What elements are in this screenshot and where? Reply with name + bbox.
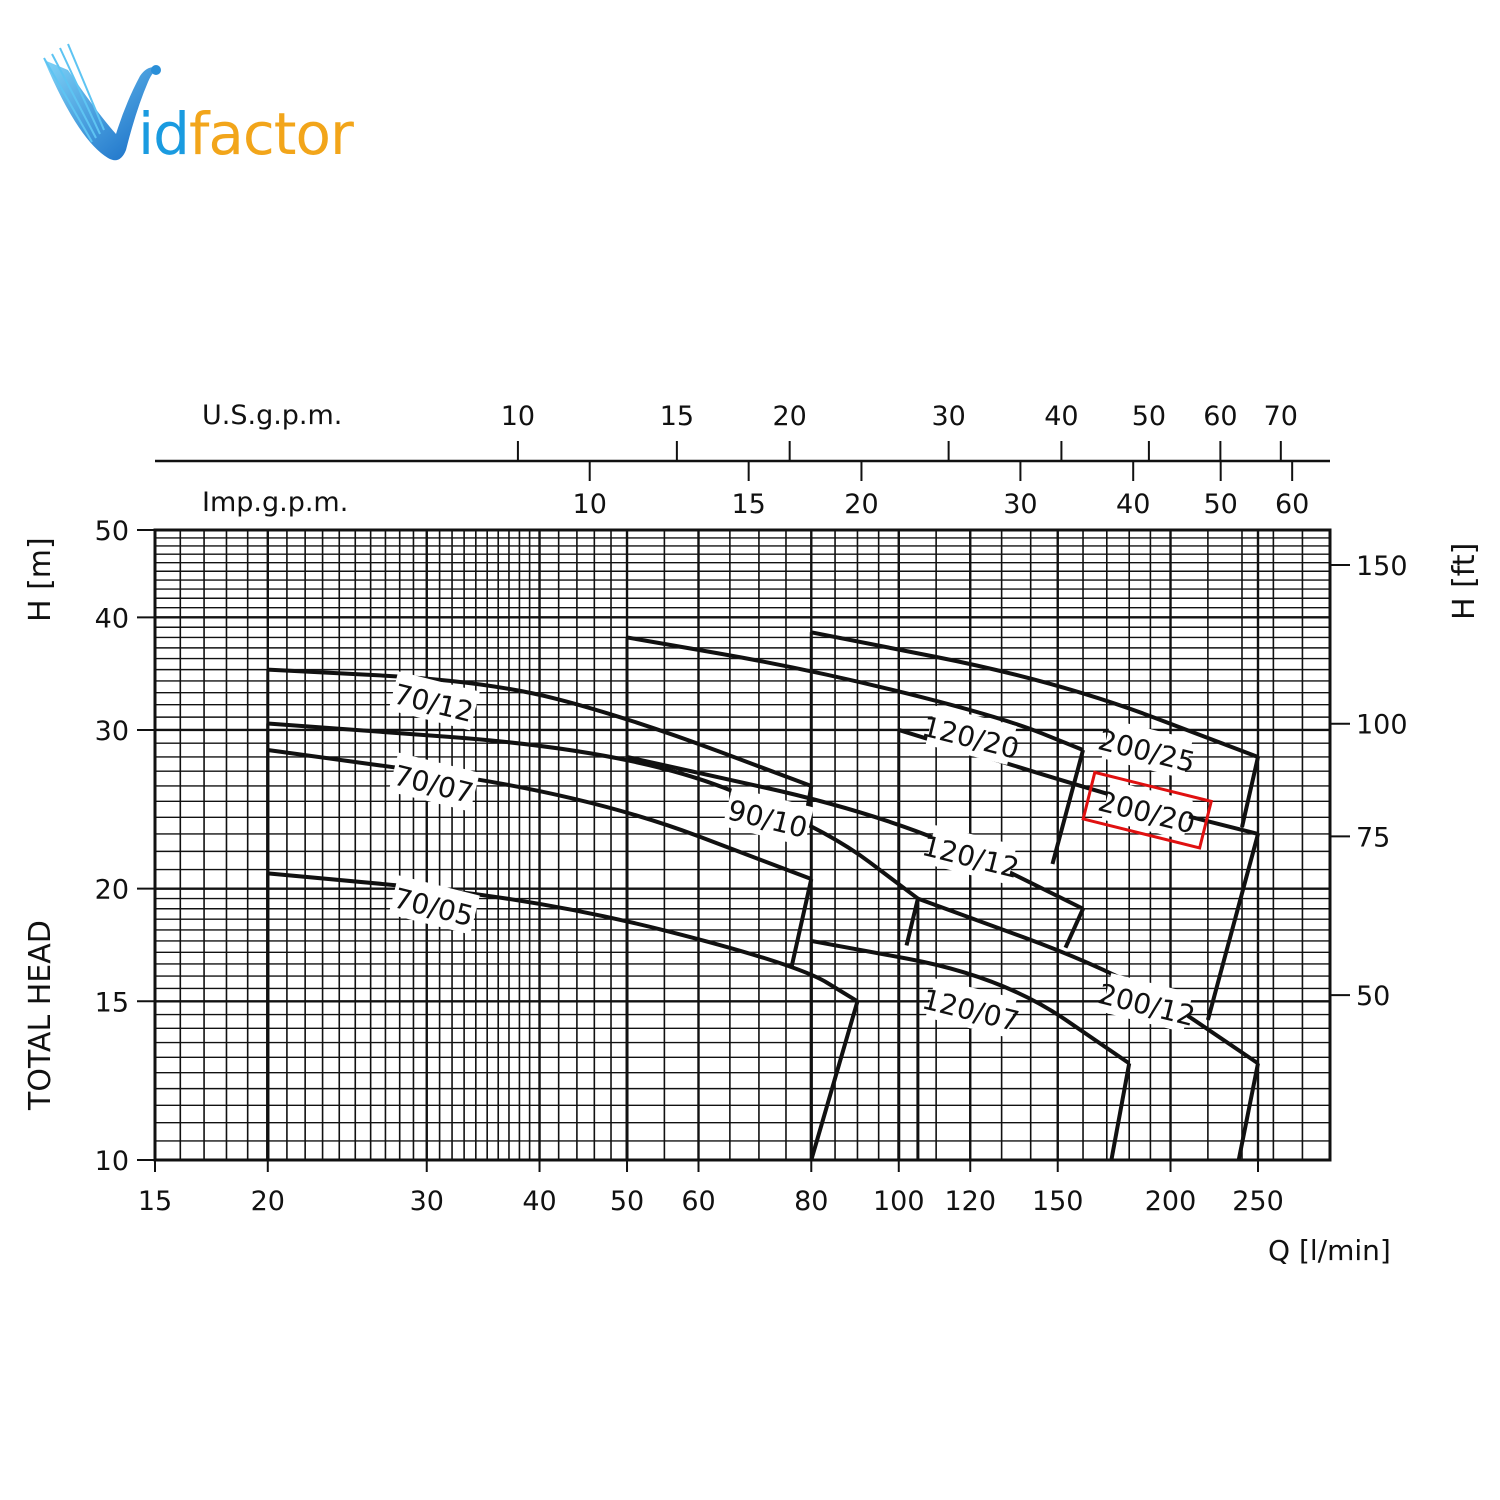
y-tick-label: 15 (95, 987, 129, 1018)
y-tick-label: 30 (95, 716, 129, 747)
highlight-box (1081, 770, 1214, 850)
usgpm-tick-label: 15 (660, 401, 694, 432)
y-tick-label: 20 (95, 875, 129, 906)
curve-label-bg (925, 978, 1017, 1038)
chart-axes: 15 20 30 40 50 60 80 100 120 150 200 250 10 15 20 30 40 5… (95, 401, 1408, 1217)
logo-text-factor: factor (188, 100, 354, 168)
x-tick-label: 250 (1232, 1186, 1284, 1217)
curve-limit-200-20 (1205, 833, 1260, 1021)
curve-label-bg (388, 875, 480, 935)
impgpm-tick-label: 20 (844, 489, 878, 520)
usgpm-tick-label: 70 (1264, 401, 1298, 432)
curve-label-bg (1101, 719, 1193, 779)
impgpm-tick-label: 30 (1003, 489, 1037, 520)
top-axis-usgpm-label: U.S.g.p.m. (202, 400, 342, 431)
curve-label-bg (925, 705, 1017, 765)
logo-text: idfactor (138, 100, 354, 168)
curve-limit-200-12 (1236, 1062, 1260, 1161)
curve-limit-120-07 (1109, 1063, 1132, 1161)
curve-120-20 (626, 635, 1084, 752)
y-right-tick-label: 50 (1356, 981, 1390, 1012)
curve-label-bg (722, 787, 814, 847)
curve-200-25 (810, 630, 1259, 759)
y-tick-label: 40 (95, 603, 129, 634)
vidfactor-logo (43, 43, 161, 161)
x-tick-label: 30 (410, 1186, 444, 1217)
plot-frame (153, 528, 1332, 1162)
chart-grid (153, 528, 1331, 1162)
curve-limit-90-10 (904, 898, 920, 946)
curve-labels: 70/0570/0770/1290/10120/07120/12120/2020… (388, 671, 1214, 1038)
x-tick-label: 20 (251, 1186, 285, 1217)
x-tick-label: 100 (873, 1186, 925, 1217)
x-tick-label: 150 (1032, 1186, 1084, 1217)
curve-70-05 (267, 871, 859, 1003)
x-tick-label: 40 (522, 1186, 556, 1217)
curve-label-bg (1101, 973, 1193, 1033)
x-tick-label: 120 (944, 1186, 996, 1217)
x-tick-label: 50 (610, 1186, 644, 1217)
x-tick-label: 15 (138, 1186, 172, 1217)
curve-label-70-05: 70/05 (388, 875, 480, 935)
impgpm-tick-label: 10 (573, 489, 607, 520)
curve-limit-200-25 (1240, 756, 1260, 828)
impgpm-tick-label: 60 (1275, 489, 1309, 520)
y-axis-label-left-bottom: TOTAL HEAD (23, 920, 58, 1111)
curve-label-200-20: 200/20 (1081, 770, 1214, 850)
curve-120-07 (810, 938, 1131, 1066)
y-tick-label: 50 (95, 516, 129, 547)
y-right-tick-label: 100 (1356, 710, 1408, 741)
usgpm-tick-label: 10 (501, 401, 535, 432)
y-right-tick-label: 75 (1356, 822, 1390, 853)
usgpm-tick-label: 60 (1203, 401, 1237, 432)
top-axis-impgpm-label: Imp.g.p.m. (202, 487, 348, 518)
usgpm-tick-label: 50 (1132, 401, 1166, 432)
y-tick-label: 10 (95, 1146, 129, 1177)
curve-limit-120-12 (1063, 907, 1085, 949)
curve-label-bg (388, 671, 480, 731)
y-right-tick-label: 150 (1356, 551, 1408, 582)
curve-label-bg (925, 825, 1017, 885)
usgpm-tick-label: 40 (1044, 401, 1078, 432)
usgpm-tick-label: 20 (772, 401, 806, 432)
impgpm-tick-label: 50 (1204, 489, 1238, 520)
curve-200-12 (917, 896, 1260, 1066)
v-feather-icon (43, 43, 161, 161)
x-tick-label: 200 (1145, 1186, 1197, 1217)
x-tick-label: 80 (794, 1186, 828, 1217)
curve-limit-70-07 (789, 878, 814, 970)
curve-70-12 (267, 667, 812, 788)
impgpm-tick-label: 40 (1116, 489, 1150, 520)
x-tick-label: 60 (681, 1186, 715, 1217)
curve-label-200-12: 200/12 (1095, 973, 1198, 1033)
y-axis-label-right: H [ft] (1447, 543, 1482, 620)
curve-label-70-07: 70/07 (388, 752, 480, 812)
logo-text-id: id (138, 100, 190, 168)
y-axis-label-left-top: H [m] (23, 537, 58, 622)
curve-90-10 (267, 721, 920, 901)
impgpm-tick-label: 15 (731, 489, 765, 520)
curve-limit-120-20 (1050, 749, 1085, 865)
curve-label-bg (1101, 780, 1193, 840)
x-axis-label: Q [l/min] (1268, 1234, 1391, 1267)
curve-limit-70-05 (809, 1000, 860, 1161)
curve-label-bg (388, 752, 480, 812)
usgpm-tick-label: 30 (931, 401, 965, 432)
